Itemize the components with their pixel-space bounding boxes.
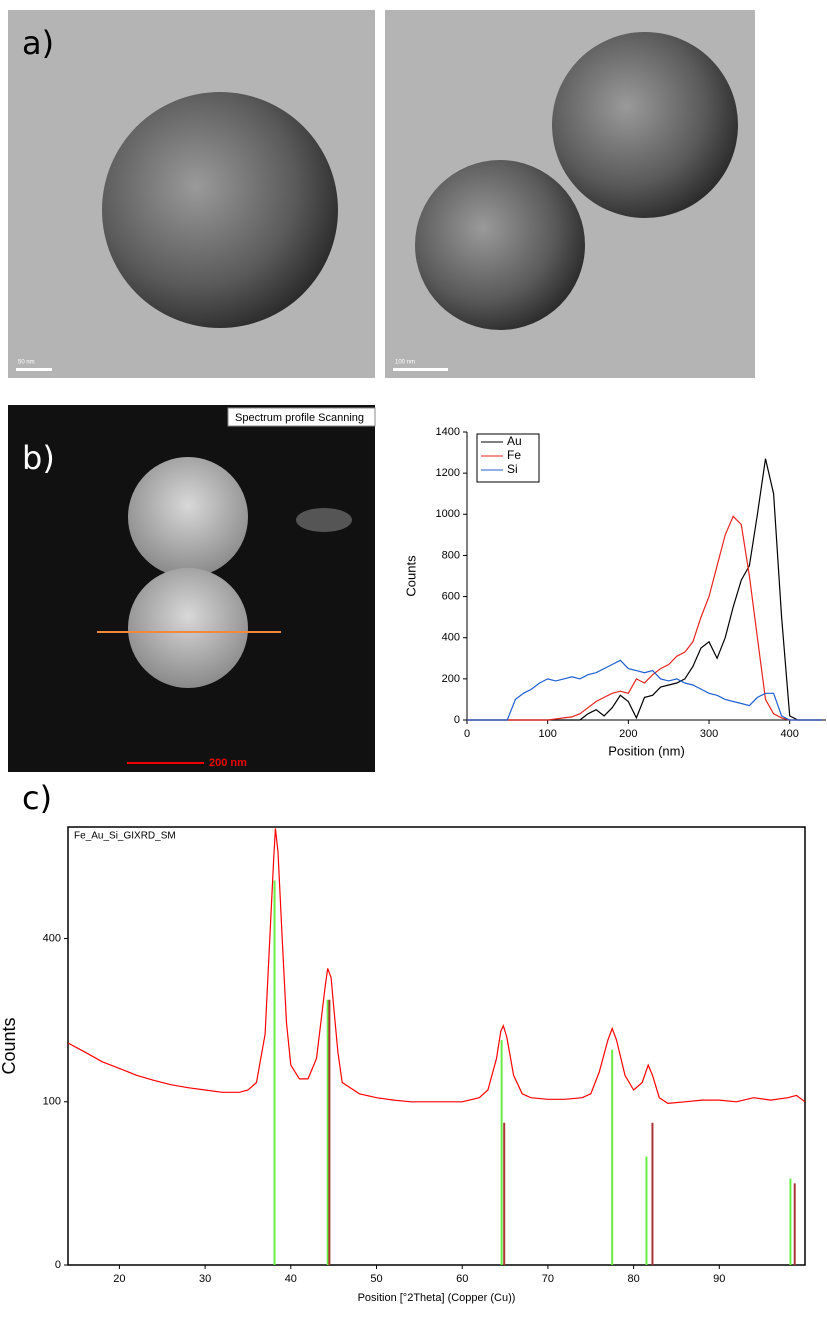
micrograph-b: Spectrum profile Scanning 200 nm xyxy=(8,405,375,772)
x-tick-label: 200 xyxy=(619,728,637,740)
legend-label: Si xyxy=(507,462,518,476)
scale-label: 200 nm xyxy=(209,757,247,769)
y-tick-label: 400 xyxy=(442,632,460,644)
y-tick-label: 400 xyxy=(43,932,61,944)
legend-label: Au xyxy=(507,434,522,448)
y-tick-label: 1400 xyxy=(436,426,460,438)
series-line xyxy=(467,516,822,720)
scale-label: 50 nm xyxy=(18,360,35,366)
micrograph-a-left: 50 nm xyxy=(8,10,375,378)
y-tick-label: 600 xyxy=(442,590,460,602)
series-line xyxy=(467,459,822,720)
figure: 50 nm 100 nm a) Spectrum profile Scannin… xyxy=(0,0,827,1322)
x-tick-label: 90 xyxy=(713,1273,725,1285)
panel-label: a) xyxy=(22,24,54,62)
y-tick-label: 200 xyxy=(442,673,460,685)
y-tick-label: 0 xyxy=(55,1259,61,1271)
y-tick-label: 1000 xyxy=(436,508,460,520)
chart-title: Fe_Au_Si_GIXRD_SM xyxy=(74,831,176,842)
x-tick-label: 40 xyxy=(285,1273,297,1285)
scale-label: 100 nm xyxy=(395,360,415,366)
x-tick-label: 70 xyxy=(542,1273,554,1285)
y-tick-label: 100 xyxy=(43,1096,61,1108)
plot-frame xyxy=(68,827,805,1265)
y-tick-label: 0 xyxy=(454,714,460,726)
x-tick-label: 60 xyxy=(456,1273,468,1285)
x-tick-label: 400 xyxy=(781,728,799,740)
y-tick-label: 1200 xyxy=(436,467,460,479)
x-tick-label: 0 xyxy=(464,728,470,740)
x-axis-label: Position [°2Theta] (Copper (Cu)) xyxy=(358,1292,516,1304)
x-tick-label: 80 xyxy=(627,1273,639,1285)
micrograph-a-right: 100 nm xyxy=(385,10,755,378)
overlay-label: Spectrum profile Scanning xyxy=(235,412,364,424)
x-tick-label: 100 xyxy=(538,728,556,740)
y-tick-label: 800 xyxy=(442,549,460,561)
panel-label: b) xyxy=(22,439,55,477)
panel-label: c) xyxy=(22,779,52,817)
data-line xyxy=(68,829,805,1104)
y-axis-label: Counts xyxy=(0,1017,19,1074)
x-tick-label: 300 xyxy=(700,728,718,740)
series-line xyxy=(467,660,822,720)
x-tick-label: 50 xyxy=(370,1273,382,1285)
x-tick-label: 30 xyxy=(199,1273,211,1285)
x-tick-label: 20 xyxy=(113,1273,125,1285)
y-axis-label: Counts xyxy=(403,555,418,597)
legend-label: Fe xyxy=(507,448,521,462)
x-axis-label: Position (nm) xyxy=(608,743,685,758)
